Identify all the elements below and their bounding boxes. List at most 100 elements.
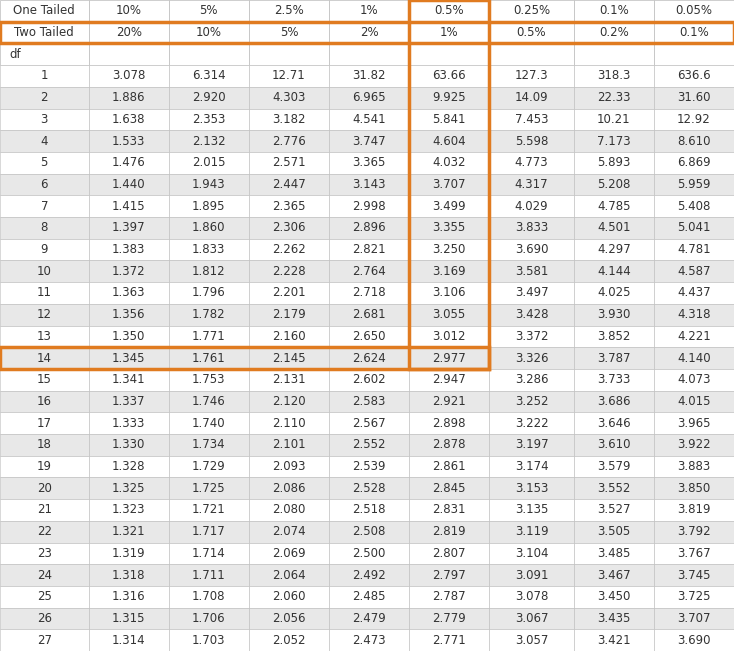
Bar <box>169 607 249 630</box>
Text: 1.345: 1.345 <box>112 352 145 365</box>
Bar <box>490 542 574 564</box>
Bar <box>409 369 490 391</box>
Bar <box>249 304 329 326</box>
Bar <box>409 326 490 347</box>
Bar <box>89 521 169 542</box>
Bar <box>0 391 89 412</box>
Text: 2.101: 2.101 <box>272 438 306 451</box>
Text: 4.318: 4.318 <box>677 308 711 321</box>
Text: 2.473: 2.473 <box>352 633 386 646</box>
Bar <box>329 217 409 239</box>
Bar <box>89 391 169 412</box>
Text: 3: 3 <box>40 113 48 126</box>
Bar <box>654 326 734 347</box>
Bar <box>574 586 654 607</box>
Bar <box>89 87 169 109</box>
Bar <box>490 195 574 217</box>
Text: 3.055: 3.055 <box>432 308 466 321</box>
Text: 2.807: 2.807 <box>432 547 466 560</box>
Bar <box>654 282 734 304</box>
Text: 13: 13 <box>37 330 51 343</box>
Text: 3.883: 3.883 <box>677 460 711 473</box>
Bar <box>89 44 169 65</box>
Bar <box>0 477 89 499</box>
Text: 3.922: 3.922 <box>677 438 711 451</box>
Bar <box>0 564 89 586</box>
Text: 2.552: 2.552 <box>352 438 386 451</box>
Text: 4.140: 4.140 <box>677 352 711 365</box>
Text: 3.499: 3.499 <box>432 200 466 213</box>
Bar <box>169 152 249 174</box>
Bar <box>249 607 329 630</box>
Bar <box>490 152 574 174</box>
Text: 3.252: 3.252 <box>515 395 548 408</box>
Bar <box>89 369 169 391</box>
Bar <box>169 239 249 260</box>
Bar <box>89 174 169 195</box>
Bar <box>490 109 574 130</box>
Text: 1.316: 1.316 <box>112 590 145 603</box>
Bar <box>574 630 654 651</box>
Bar <box>654 564 734 586</box>
Text: 3.833: 3.833 <box>515 221 548 234</box>
Text: 1.729: 1.729 <box>192 460 225 473</box>
Bar <box>169 391 249 412</box>
Bar <box>169 542 249 564</box>
Bar <box>0 586 89 607</box>
Bar <box>574 282 654 304</box>
Bar <box>409 499 490 521</box>
Text: 2.624: 2.624 <box>352 352 386 365</box>
Text: 4.785: 4.785 <box>597 200 631 213</box>
Text: 1.721: 1.721 <box>192 503 225 516</box>
Text: 8.610: 8.610 <box>677 135 711 148</box>
Text: 2.365: 2.365 <box>272 200 305 213</box>
Bar <box>654 521 734 542</box>
Bar <box>329 87 409 109</box>
Text: 4.541: 4.541 <box>352 113 386 126</box>
Bar <box>169 326 249 347</box>
Bar <box>490 304 574 326</box>
Text: 4.032: 4.032 <box>432 156 466 169</box>
Bar <box>490 0 574 21</box>
Text: 2.681: 2.681 <box>352 308 386 321</box>
Text: 2.977: 2.977 <box>432 352 466 365</box>
Text: 3.119: 3.119 <box>515 525 548 538</box>
Bar <box>89 260 169 282</box>
Bar <box>574 152 654 174</box>
Bar <box>654 347 734 369</box>
Bar <box>574 499 654 521</box>
Bar <box>0 282 89 304</box>
Text: 20: 20 <box>37 482 51 495</box>
Text: 2.110: 2.110 <box>272 417 306 430</box>
Text: 31.60: 31.60 <box>677 91 711 104</box>
Bar <box>654 391 734 412</box>
Text: 2.567: 2.567 <box>352 417 386 430</box>
Text: 26: 26 <box>37 612 52 625</box>
Text: 2.056: 2.056 <box>272 612 305 625</box>
Text: 10%: 10% <box>196 26 222 39</box>
Bar <box>574 87 654 109</box>
Text: 20%: 20% <box>116 26 142 39</box>
Text: 2.074: 2.074 <box>272 525 306 538</box>
Text: 2.479: 2.479 <box>352 612 386 625</box>
Bar <box>654 87 734 109</box>
Text: 2.797: 2.797 <box>432 568 466 581</box>
Bar <box>654 412 734 434</box>
Bar <box>89 239 169 260</box>
Text: 18: 18 <box>37 438 51 451</box>
Bar <box>169 260 249 282</box>
Text: 2.771: 2.771 <box>432 633 466 646</box>
Bar <box>169 282 249 304</box>
Text: 1.325: 1.325 <box>112 482 145 495</box>
Text: 2.093: 2.093 <box>272 460 305 473</box>
Bar <box>654 195 734 217</box>
Text: 2.998: 2.998 <box>352 200 386 213</box>
Text: 7: 7 <box>40 200 48 213</box>
Bar <box>329 65 409 87</box>
Bar <box>249 21 329 44</box>
Bar <box>409 44 490 65</box>
Bar <box>490 174 574 195</box>
Text: 2.787: 2.787 <box>432 590 466 603</box>
Text: 2.583: 2.583 <box>352 395 386 408</box>
Bar <box>169 304 249 326</box>
